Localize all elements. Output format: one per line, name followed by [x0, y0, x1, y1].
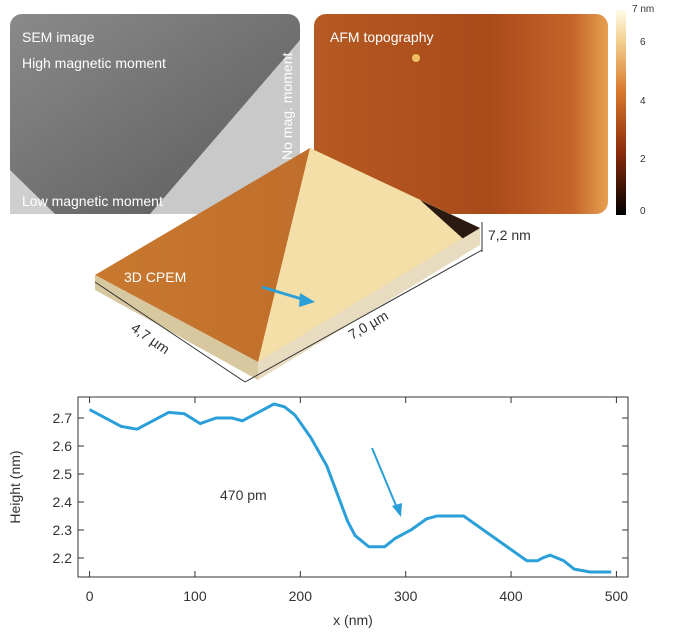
y-tick-label: 2.3	[53, 522, 73, 538]
x-tick-label: 300	[394, 588, 418, 604]
y-tick-label: 2.4	[53, 494, 73, 510]
x-axis-label: x (nm)	[333, 612, 373, 628]
cpem-label: 3D CPEM	[124, 269, 186, 285]
y-axis-label: Height (nm)	[7, 450, 23, 523]
profile-plot: 470 pm x (nm) Height (nm) 0 100 200 300 400 5…	[7, 397, 628, 628]
colorbar-label: 2	[640, 154, 646, 165]
annotation: 470 pm	[220, 487, 267, 503]
x-tick-label: 500	[605, 588, 629, 604]
y-tick-label: 2.6	[53, 438, 73, 454]
x-tick-label: 200	[289, 588, 313, 604]
x-tick-label: 400	[499, 588, 523, 604]
afm-label: AFM topography	[330, 29, 434, 45]
y-tick-label: 2.5	[53, 466, 73, 482]
high-label: High magnetic moment	[22, 55, 166, 71]
y-tick-label: 2.2	[53, 550, 73, 566]
colorbar-label: 6	[640, 37, 646, 48]
colorbar-label: 7 nm	[632, 4, 654, 15]
figure: SEM image High magnetic moment Low magne…	[0, 0, 683, 632]
line	[90, 404, 612, 572]
height-label: 7,2 nm	[488, 227, 531, 243]
x-tick-label: 100	[183, 588, 207, 604]
colorbar: 7 nm 6 4 2 0	[616, 4, 654, 217]
x-tick-label: 0	[86, 588, 94, 604]
low-label: Low magnetic moment	[22, 193, 163, 209]
y-tick-label: 2.7	[53, 410, 73, 426]
nomag-label: No mag. moment	[279, 53, 295, 160]
colorbar-label: 4	[640, 96, 646, 107]
colorbar-label: 0	[640, 206, 646, 217]
sem-label: SEM image	[22, 29, 95, 45]
